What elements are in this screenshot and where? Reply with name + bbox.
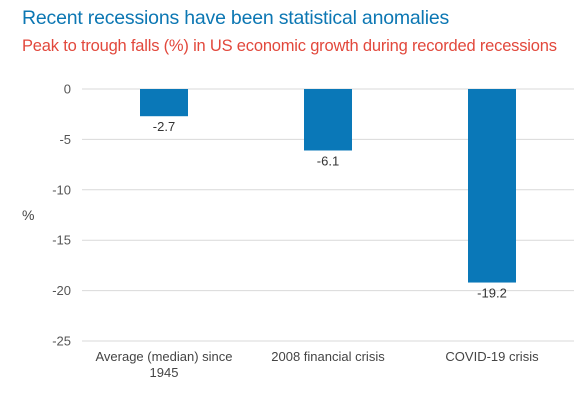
- y-tick-label: -15: [52, 233, 71, 248]
- bars: [140, 89, 516, 283]
- x-category-label: COVID-19 crisis: [445, 349, 539, 364]
- data-labels: -2.7 -6.1 -19.2: [153, 119, 507, 300]
- data-label: -19.2: [477, 286, 507, 301]
- y-tick-label: 0: [64, 82, 71, 97]
- y-axis-ticks: 0 -5 -10 -15 -20 -25: [52, 82, 71, 349]
- x-category-label: 2008 financial crisis: [271, 349, 385, 364]
- bar: [468, 89, 516, 283]
- y-tick-label: -25: [52, 334, 71, 349]
- category-label-line: 1945: [150, 365, 179, 380]
- bar: [140, 89, 188, 117]
- x-category-label: Average (median) since 1945: [95, 349, 232, 380]
- category-label-line: Average (median) since: [95, 349, 232, 364]
- y-axis-label: %: [22, 207, 34, 223]
- data-label: -6.1: [317, 153, 339, 168]
- y-tick-label: -20: [52, 283, 71, 298]
- y-tick-label: -5: [59, 132, 71, 147]
- chart-subtitle: Peak to trough falls (%) in US economic …: [22, 37, 557, 55]
- bar: [304, 89, 352, 151]
- chart-title: Recent recessions have been statistical …: [22, 7, 450, 29]
- x-axis-categories: Average (median) since 1945 2008 financial…: [95, 349, 539, 380]
- data-label: -2.7: [153, 119, 175, 134]
- category-label-line: COVID-19 crisis: [445, 349, 539, 364]
- y-tick-label: -10: [52, 182, 71, 197]
- category-label-line: 2008 financial crisis: [271, 349, 385, 364]
